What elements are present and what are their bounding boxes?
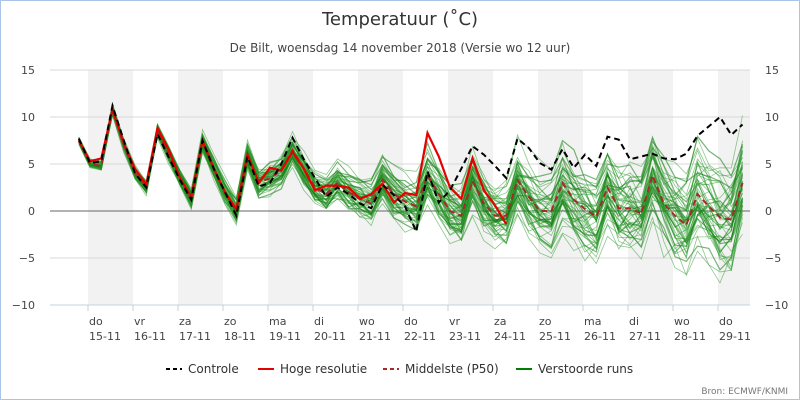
y-tick-label-left: −5: [19, 252, 35, 265]
median-line: [77, 109, 744, 227]
x-tick-label-day: wo: [359, 315, 375, 328]
x-tick-label-day: zo: [224, 315, 237, 328]
x-tick-label-date: 20-11: [314, 330, 346, 343]
x-tick-label-day: ma: [584, 315, 601, 328]
x-tick-label-date: 24-11: [494, 330, 526, 343]
x-tick-label-date: 28-11: [674, 330, 706, 343]
source-credit: Bron: ECMWF/KNMI: [701, 387, 788, 397]
x-tick-label-day: vr: [134, 315, 146, 328]
x-tick-label-day: do: [719, 315, 733, 328]
y-tick-label-left: −10: [12, 299, 35, 312]
chart-title: Temperatuur (˚C): [321, 9, 478, 30]
y-tick-label-right: 15: [765, 64, 779, 77]
x-tick-label-date: 27-11: [629, 330, 661, 343]
y-tick-label-left: 15: [21, 64, 35, 77]
day-band: [88, 70, 133, 305]
x-tick-label-day: di: [629, 315, 639, 328]
ensemble-member-line: [78, 108, 744, 253]
y-tick-label-right: 0: [765, 205, 772, 218]
x-tick-label-day: wo: [674, 315, 690, 328]
legend-label-median: Middelste (P50): [405, 362, 499, 376]
x-tick-label-day: za: [179, 315, 192, 328]
x-tick-label-date: 26-11: [584, 330, 616, 343]
ensemble-member-line: [78, 111, 743, 275]
ensemble-member-line: [78, 110, 743, 271]
x-tick-label-date: 22-11: [404, 330, 436, 343]
x-tick-label-date: 16-11: [134, 330, 166, 343]
x-tick-label-day: do: [404, 315, 418, 328]
x-tick-label-date: 18-11: [224, 330, 256, 343]
y-tick-label-left: 5: [28, 158, 35, 171]
y-tick-label-left: 10: [21, 111, 35, 124]
legend-label-ensemble: Verstoorde runs: [538, 362, 633, 376]
x-tick-label-day: zo: [539, 315, 552, 328]
control-line: [77, 101, 744, 236]
chart-subtitle: De Bilt, woensdag 14 november 2018 (Vers…: [230, 41, 571, 55]
y-tick-label-right: −5: [765, 252, 781, 265]
y-tick-label-left: 0: [28, 205, 35, 218]
x-tick-label-date: 23-11: [449, 330, 481, 343]
x-tick-label-day: di: [314, 315, 324, 328]
x-tick-label-day: do: [89, 315, 103, 328]
legend-label-hires: Hoge resolutie: [280, 362, 367, 376]
ensemble-member-line: [78, 109, 744, 245]
x-tick-label-date: 21-11: [359, 330, 391, 343]
y-tick-label-right: −10: [765, 299, 788, 312]
x-tick-label-day: za: [494, 315, 507, 328]
x-tick-label-date: 17-11: [179, 330, 211, 343]
legend-label-control: Controle: [188, 362, 239, 376]
x-tick-label-date: 15-11: [89, 330, 121, 343]
x-tick-label-day: ma: [269, 315, 286, 328]
hires-line: [77, 105, 508, 225]
y-tick-label-right: 5: [765, 158, 772, 171]
y-tick-label-right: 10: [765, 111, 779, 124]
x-tick-label-date: 29-11: [719, 330, 751, 343]
x-tick-label-date: 25-11: [539, 330, 571, 343]
x-tick-label-date: 19-11: [269, 330, 301, 343]
x-tick-label-day: vr: [449, 315, 461, 328]
